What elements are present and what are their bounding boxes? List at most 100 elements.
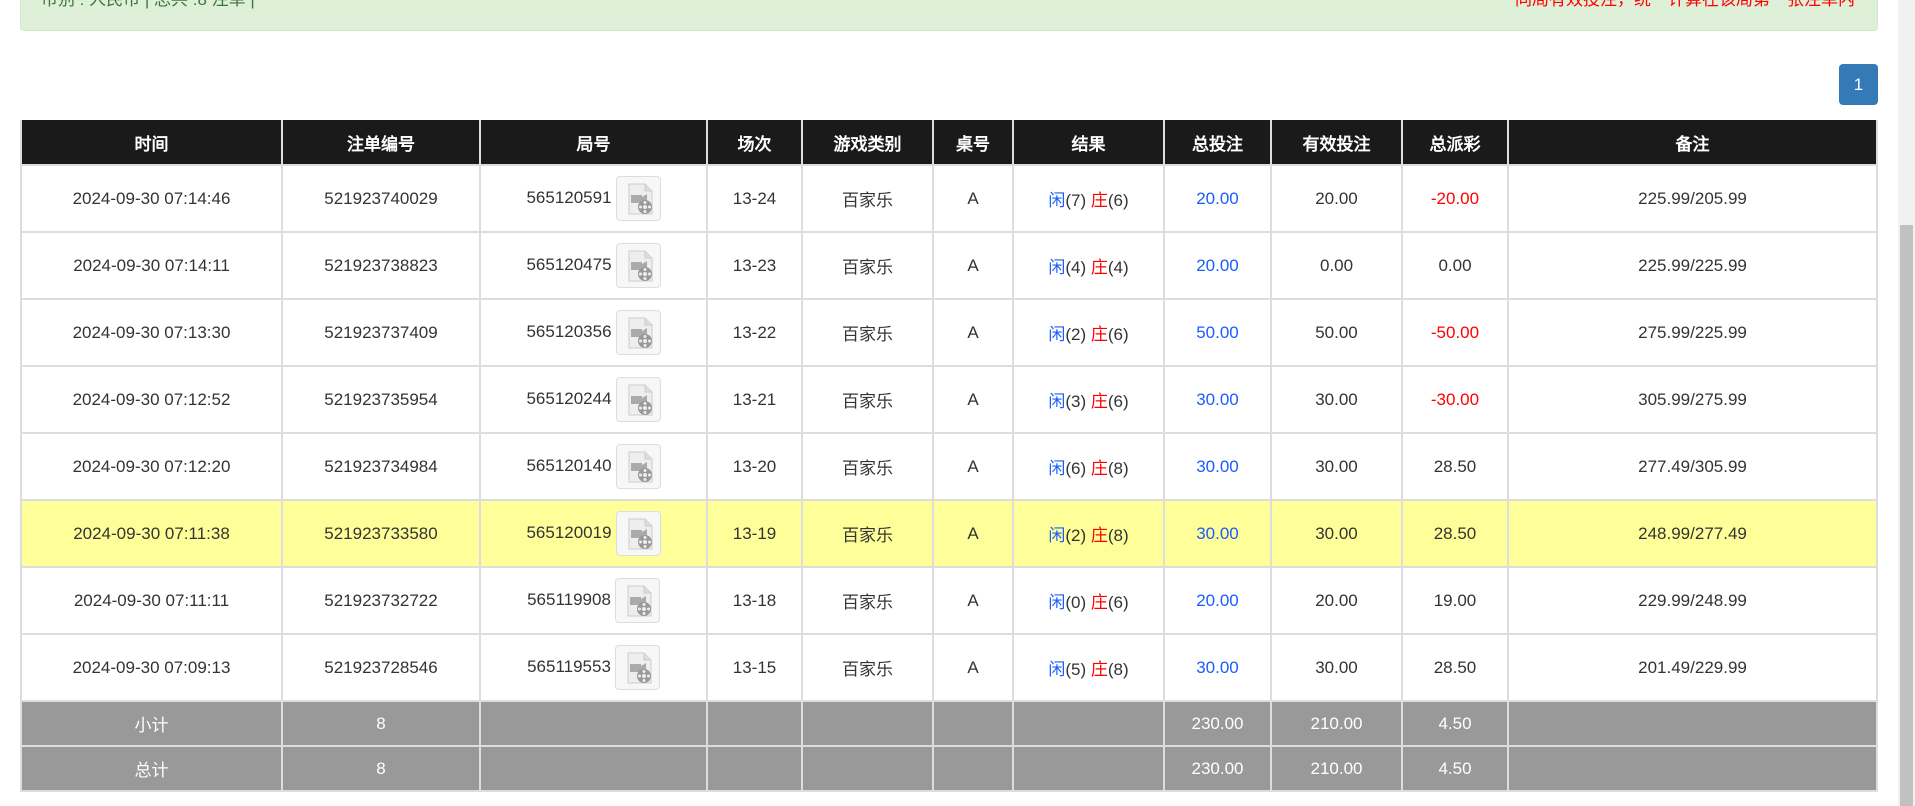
column-header: 游戏类别: [801, 120, 934, 166]
column-header: 时间: [20, 120, 283, 166]
player-value: (3): [1065, 392, 1087, 411]
total-bet-cell: 20.00: [1163, 164, 1272, 233]
payout-cell: 0.00: [1401, 231, 1509, 300]
table-row[interactable]: 2024-09-30 07:12:52 521923735954 5651202…: [20, 365, 1878, 434]
time-cell: 2024-09-30 07:09:13: [20, 633, 283, 702]
bet-id-cell: 521923733580: [281, 499, 481, 568]
session-cell: 13-21: [706, 365, 803, 434]
player-label: 闲: [1048, 660, 1066, 679]
bet-id-cell: 521923735954: [281, 365, 481, 434]
banker-label: 庄: [1090, 191, 1108, 210]
game-cell: 百家乐: [801, 566, 934, 635]
round-number: 565120140: [526, 455, 612, 475]
video-replay-icon[interactable]: [615, 176, 661, 221]
round-cell: 565119908: [479, 566, 708, 635]
bet-id-cell: 521923737409: [281, 298, 481, 367]
note-cell: 305.99/275.99: [1507, 365, 1878, 434]
valid-bet-cell: 30.00: [1270, 499, 1403, 568]
table-row[interactable]: 2024-09-30 07:14:11 521923738823 5651204…: [20, 231, 1878, 300]
column-header: 结果: [1012, 120, 1165, 166]
video-replay-icon[interactable]: [615, 511, 661, 556]
table-cell: A: [932, 566, 1014, 635]
video-replay-icon[interactable]: [614, 645, 660, 690]
banker-label: 庄: [1090, 459, 1108, 478]
result-cell: 闲(3) 庄(6): [1012, 365, 1165, 434]
result-cell: 闲(4) 庄(4): [1012, 231, 1165, 300]
payout-cell: 28.50: [1401, 633, 1509, 702]
column-header: 总投注: [1163, 120, 1272, 166]
banker-value: (8): [1107, 660, 1129, 679]
player-label: 闲: [1048, 593, 1066, 612]
column-header: 注单编号: [281, 120, 481, 166]
valid-bet-cell: 30.00: [1270, 633, 1403, 702]
payout-cell: 28.50: [1401, 499, 1509, 568]
table-row[interactable]: 2024-09-30 07:11:38 521923733580 5651200…: [20, 499, 1878, 568]
player-value: (7): [1065, 191, 1087, 210]
summary-total: 230.00: [1163, 700, 1272, 747]
round-number: 565120591: [526, 187, 612, 207]
player-value: (2): [1065, 526, 1087, 545]
video-replay-icon[interactable]: [614, 578, 660, 623]
note-cell: 201.49/229.99: [1507, 633, 1878, 702]
table-row[interactable]: 2024-09-30 07:09:13 521923728546 5651195…: [20, 633, 1878, 702]
page-1-button[interactable]: 1: [1839, 64, 1878, 105]
total-bet-cell: 30.00: [1163, 365, 1272, 434]
table-row[interactable]: 2024-09-30 07:13:30 521923737409 5651203…: [20, 298, 1878, 367]
payout-cell: -50.00: [1401, 298, 1509, 367]
summary-payout: 4.50: [1401, 700, 1509, 747]
player-label: 闲: [1048, 258, 1066, 277]
game-cell: 百家乐: [801, 432, 934, 501]
result-cell: 闲(2) 庄(6): [1012, 298, 1165, 367]
table-row[interactable]: 2024-09-30 07:11:11 521923732722 5651199…: [20, 566, 1878, 635]
video-replay-icon[interactable]: [615, 444, 661, 489]
game-cell: 百家乐: [801, 499, 934, 568]
round-number: 565119908: [527, 589, 611, 609]
time-cell: 2024-09-30 07:12:20: [20, 432, 283, 501]
video-replay-icon[interactable]: [615, 377, 661, 422]
video-replay-icon[interactable]: [615, 310, 661, 355]
scrollbar-thumb[interactable]: [1900, 225, 1913, 806]
table-cell: A: [932, 499, 1014, 568]
summary-label: 总计: [20, 745, 283, 792]
total-bet-cell: 50.00: [1163, 298, 1272, 367]
round-cell: 565119553: [479, 633, 708, 702]
table-row[interactable]: 2024-09-30 07:12:20 521923734984 5651201…: [20, 432, 1878, 501]
table-cell: A: [932, 432, 1014, 501]
column-header: 总派彩: [1401, 120, 1509, 166]
round-cell: 565120475: [479, 231, 708, 300]
summary-payout: 4.50: [1401, 745, 1509, 792]
session-cell: 13-20: [706, 432, 803, 501]
summary-valid: 210.00: [1270, 745, 1403, 792]
player-label: 闲: [1048, 526, 1066, 545]
round-number: 565120356: [526, 321, 612, 341]
round-number: 565120244: [526, 388, 612, 408]
column-header: 场次: [706, 120, 803, 166]
game-cell: 百家乐: [801, 633, 934, 702]
round-cell: 565120356: [479, 298, 708, 367]
notice-text: 同局有效投注，统一计算在该局第一张注单内: [1515, 0, 1855, 10]
table-row[interactable]: 2024-09-30 07:14:46 521923740029 5651205…: [20, 164, 1878, 233]
scrollbar[interactable]: [1898, 0, 1915, 806]
banker-label: 庄: [1090, 392, 1108, 411]
valid-bet-cell: 30.00: [1270, 432, 1403, 501]
session-cell: 13-15: [706, 633, 803, 702]
time-cell: 2024-09-30 07:13:30: [20, 298, 283, 367]
column-header: 局号: [479, 120, 708, 166]
player-label: 闲: [1048, 191, 1066, 210]
column-header: 桌号: [932, 120, 1014, 166]
total-bet-cell: 30.00: [1163, 499, 1272, 568]
banker-value: (6): [1107, 593, 1129, 612]
payout-cell: -20.00: [1401, 164, 1509, 233]
session-cell: 13-19: [706, 499, 803, 568]
banker-value: (6): [1107, 191, 1129, 210]
video-replay-icon[interactable]: [615, 243, 661, 288]
note-cell: 225.99/205.99: [1507, 164, 1878, 233]
result-cell: 闲(2) 庄(8): [1012, 499, 1165, 568]
session-cell: 13-18: [706, 566, 803, 635]
table-cell: A: [932, 164, 1014, 233]
result-cell: 闲(0) 庄(6): [1012, 566, 1165, 635]
banker-value: (8): [1107, 459, 1129, 478]
bet-records-table: 时间 注单编号 局号 场次 游戏类别 桌号 结果 总投注 有效投注 总派彩 备注 2024-09-3…: [20, 120, 1878, 792]
payout-cell: 19.00: [1401, 566, 1509, 635]
result-cell: 闲(6) 庄(8): [1012, 432, 1165, 501]
